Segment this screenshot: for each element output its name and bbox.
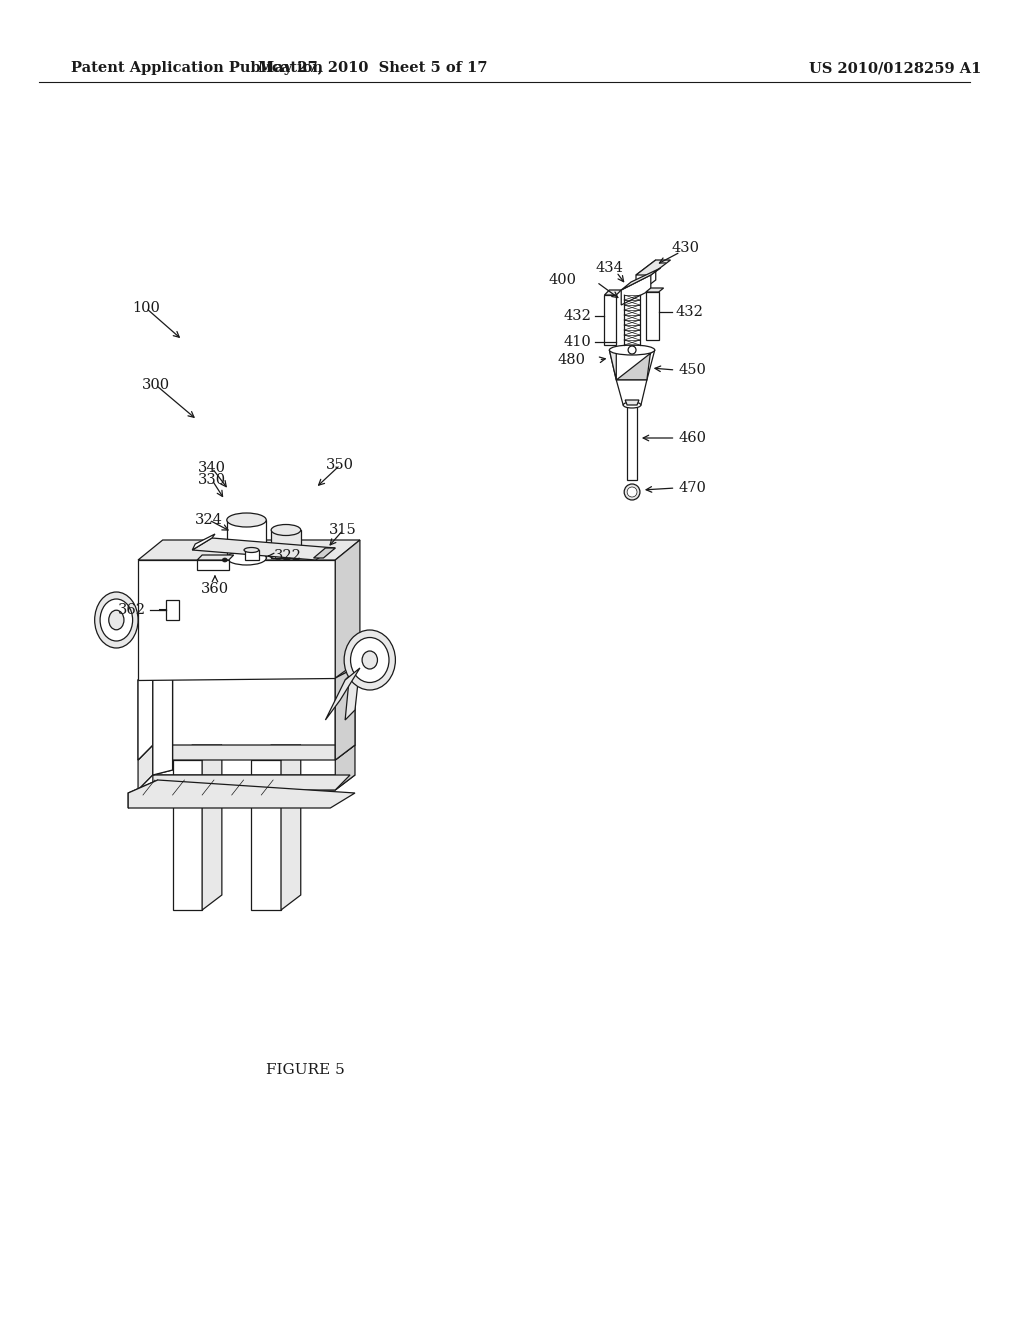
Text: 450: 450 — [679, 363, 707, 378]
Polygon shape — [138, 744, 355, 760]
Polygon shape — [138, 671, 153, 760]
Text: 434: 434 — [595, 261, 624, 275]
Polygon shape — [609, 350, 616, 380]
Polygon shape — [281, 744, 301, 909]
Polygon shape — [646, 288, 664, 292]
Ellipse shape — [362, 651, 378, 669]
Polygon shape — [166, 601, 179, 620]
Polygon shape — [604, 294, 616, 345]
Text: 324: 324 — [196, 513, 223, 527]
Text: Patent Application Publication: Patent Application Publication — [71, 61, 323, 75]
Text: 330: 330 — [198, 473, 226, 487]
Ellipse shape — [244, 548, 259, 553]
Polygon shape — [202, 744, 222, 909]
Text: 400: 400 — [549, 273, 577, 286]
Polygon shape — [198, 554, 233, 560]
Text: 350: 350 — [327, 458, 354, 473]
Polygon shape — [138, 540, 359, 560]
Ellipse shape — [226, 550, 266, 565]
Polygon shape — [128, 780, 355, 808]
Polygon shape — [616, 350, 654, 380]
Text: 315: 315 — [330, 523, 357, 537]
Text: 300: 300 — [141, 378, 170, 392]
Ellipse shape — [624, 403, 641, 408]
Polygon shape — [153, 775, 350, 789]
Text: 432: 432 — [564, 309, 592, 323]
Ellipse shape — [100, 599, 133, 642]
Text: 460: 460 — [679, 432, 707, 445]
Ellipse shape — [109, 610, 124, 630]
Text: 340: 340 — [198, 461, 226, 475]
Ellipse shape — [226, 513, 266, 527]
Text: 100: 100 — [132, 301, 160, 315]
Ellipse shape — [350, 638, 389, 682]
Text: 362: 362 — [118, 603, 146, 616]
Polygon shape — [335, 668, 355, 760]
Ellipse shape — [222, 558, 227, 562]
Polygon shape — [604, 290, 622, 294]
Polygon shape — [345, 665, 375, 680]
Polygon shape — [335, 540, 359, 678]
Polygon shape — [627, 405, 637, 480]
Polygon shape — [335, 668, 355, 760]
Ellipse shape — [271, 524, 301, 536]
Polygon shape — [138, 775, 355, 789]
Polygon shape — [636, 260, 655, 294]
Ellipse shape — [627, 487, 637, 498]
Polygon shape — [271, 531, 301, 558]
Text: 470: 470 — [679, 480, 707, 495]
Polygon shape — [252, 744, 301, 760]
Polygon shape — [345, 665, 359, 719]
Text: May 27, 2010  Sheet 5 of 17: May 27, 2010 Sheet 5 of 17 — [258, 61, 487, 75]
Polygon shape — [326, 668, 359, 719]
Polygon shape — [335, 744, 355, 789]
Polygon shape — [313, 548, 335, 558]
Text: 410: 410 — [564, 335, 592, 348]
Polygon shape — [173, 744, 222, 760]
Ellipse shape — [625, 484, 640, 500]
Polygon shape — [626, 400, 639, 405]
Polygon shape — [173, 760, 202, 909]
Polygon shape — [138, 744, 153, 789]
Text: 430: 430 — [672, 242, 699, 255]
Polygon shape — [252, 760, 281, 909]
Text: 480: 480 — [558, 352, 586, 367]
Polygon shape — [138, 671, 153, 760]
Ellipse shape — [609, 345, 654, 355]
Polygon shape — [138, 560, 335, 680]
Polygon shape — [636, 260, 671, 275]
Polygon shape — [153, 660, 173, 775]
Polygon shape — [226, 520, 266, 558]
Text: 360: 360 — [201, 582, 229, 597]
Ellipse shape — [628, 346, 636, 354]
Ellipse shape — [344, 630, 395, 690]
Polygon shape — [622, 268, 660, 290]
Polygon shape — [646, 292, 658, 341]
Text: US 2010/0128259 A1: US 2010/0128259 A1 — [809, 61, 981, 75]
Polygon shape — [245, 550, 259, 560]
Polygon shape — [622, 275, 651, 305]
Polygon shape — [616, 380, 647, 405]
Polygon shape — [128, 780, 158, 808]
Polygon shape — [193, 535, 215, 550]
Text: 322: 322 — [274, 549, 302, 564]
Text: 432: 432 — [676, 305, 703, 319]
Text: FIGURE 5: FIGURE 5 — [266, 1063, 345, 1077]
Polygon shape — [153, 660, 173, 775]
Polygon shape — [193, 539, 335, 560]
Ellipse shape — [94, 591, 138, 648]
Polygon shape — [609, 350, 654, 380]
Polygon shape — [198, 560, 228, 570]
